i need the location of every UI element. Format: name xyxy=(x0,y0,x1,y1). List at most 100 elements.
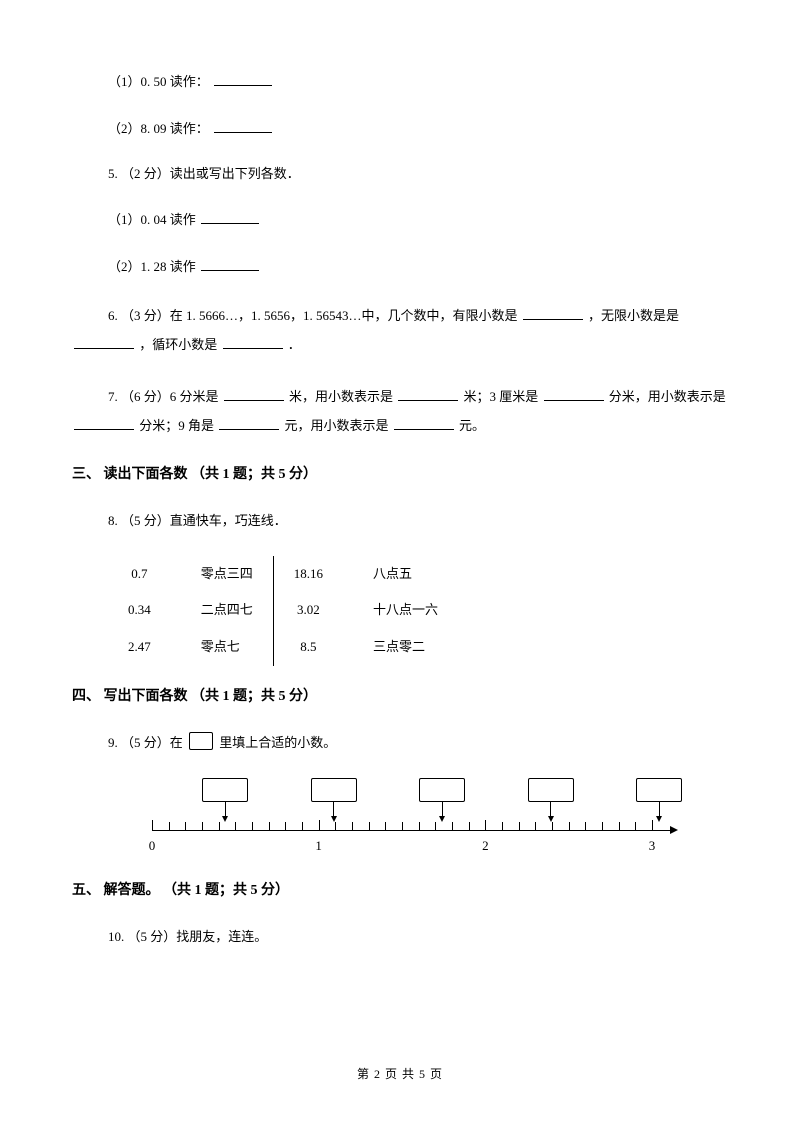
q10-stem: 10. （5 分）找朋友，连连。 xyxy=(108,927,728,948)
tick-minor xyxy=(469,822,470,830)
table-cell: 二点四七 xyxy=(181,592,274,629)
q6-a: 6. （3 分）在 1. 5666…，1. 5656，1. 56543…中，几个… xyxy=(108,308,518,323)
table-cell: 2.47 xyxy=(108,629,181,666)
nl-box[interactable] xyxy=(528,778,574,802)
tick-minor xyxy=(502,822,503,830)
q9-stem: 9. （5 分）在 里填上合适的小数。 xyxy=(108,732,728,754)
q5-2: （2）1. 28 读作 xyxy=(108,255,728,278)
section4-title: 四、 写出下面各数 （共 1 题；共 5 分） xyxy=(72,686,728,708)
q7-blank1[interactable] xyxy=(224,385,284,401)
tick-label: 1 xyxy=(315,836,322,857)
q4-2-blank[interactable] xyxy=(214,117,272,133)
q7-blank3[interactable] xyxy=(544,385,604,401)
box-group-2 xyxy=(311,778,357,822)
table-row: 2.47零点七8.5三点零二 xyxy=(108,629,458,666)
q5-stem: 5. （2 分）读出或写出下列各数． xyxy=(108,164,728,185)
table-row: 0.7零点三四18.16八点五 xyxy=(108,556,458,593)
inline-box-icon xyxy=(189,732,213,750)
table-cell: 三点零二 xyxy=(353,629,458,666)
tick-major xyxy=(485,820,486,830)
nl-box[interactable] xyxy=(202,778,248,802)
q6-blank1[interactable] xyxy=(523,304,583,320)
q7-blank4[interactable] xyxy=(74,414,134,430)
tick-major xyxy=(152,820,153,830)
match-table: 0.7零点三四18.16八点五0.34二点四七3.02十八点一六2.47零点七8… xyxy=(108,556,458,666)
q4-1-text: （1）0. 50 读作： xyxy=(108,74,209,89)
table-cell: 八点五 xyxy=(353,556,458,593)
tick-minor xyxy=(402,822,403,830)
tick-minor xyxy=(519,822,520,830)
box-group-3 xyxy=(419,778,465,822)
table-cell: 3.02 xyxy=(273,592,353,629)
q4-1: （1）0. 50 读作： xyxy=(108,70,728,93)
tick-minor xyxy=(285,822,286,830)
q7-e: 分米；9 角是 xyxy=(139,418,214,433)
tick-minor xyxy=(302,822,303,830)
q7-f: 元，用小数表示是 xyxy=(285,418,389,433)
q6-blank2[interactable] xyxy=(74,333,134,349)
nl-box[interactable] xyxy=(419,778,465,802)
table-row: 0.34二点四七3.02十八点一六 xyxy=(108,592,458,629)
tick-label: 0 xyxy=(149,836,156,857)
q7-blank2[interactable] xyxy=(398,385,458,401)
box-group-5 xyxy=(636,778,682,822)
tick-minor xyxy=(435,822,436,830)
boxes-row xyxy=(152,778,682,822)
table-cell: 0.34 xyxy=(108,592,181,629)
tick-minor xyxy=(352,822,353,830)
tick-minor xyxy=(219,822,220,830)
q5-2-text: （2）1. 28 读作 xyxy=(108,259,196,274)
table-cell: 18.16 xyxy=(273,556,353,593)
nl-box[interactable] xyxy=(311,778,357,802)
q7: 7. （6 分）6 分米是 米，用小数表示是 米；3 厘米是 分米，用小数表示是… xyxy=(72,383,728,440)
tick-minor xyxy=(252,822,253,830)
q7-d: 分米，用小数表示是 xyxy=(609,389,726,404)
q5-1-text: （1）0. 04 读作 xyxy=(108,212,196,227)
table-cell: 零点三四 xyxy=(181,556,274,593)
tick-minor xyxy=(452,822,453,830)
section3-title: 三、 读出下面各数 （共 1 题；共 5 分） xyxy=(72,464,728,486)
numberline: 0 1 2 3 xyxy=(152,820,682,860)
q7-g: 元。 xyxy=(459,418,485,433)
tick-minor xyxy=(602,822,603,830)
tick-minor xyxy=(335,822,336,830)
tick-minor xyxy=(552,822,553,830)
tick-minor xyxy=(619,822,620,830)
q6: 6. （3 分）在 1. 5666…，1. 5656，1. 56543…中，几个… xyxy=(72,302,728,359)
table-cell: 十八点一六 xyxy=(353,592,458,629)
q5-2-blank[interactable] xyxy=(201,255,259,271)
section5-title: 五、 解答题。 （共 1 题；共 5 分） xyxy=(72,880,728,902)
q4-1-blank[interactable] xyxy=(214,70,272,86)
numberline-container: 0 1 2 3 xyxy=(152,778,682,860)
tick-minor xyxy=(385,822,386,830)
tick-minor xyxy=(585,822,586,830)
page-footer: 第 2 页 共 5 页 xyxy=(0,1065,800,1084)
tick-major xyxy=(652,820,653,830)
tick-label: 3 xyxy=(649,836,656,857)
box-group-1 xyxy=(202,778,248,822)
q5-1: （1）0. 04 读作 xyxy=(108,208,728,231)
table-cell: 零点七 xyxy=(181,629,274,666)
tick-minor xyxy=(419,822,420,830)
tick-major xyxy=(319,820,320,830)
q6-b: ，无限小数是是 xyxy=(588,308,679,323)
q7-b: 米，用小数表示是 xyxy=(289,389,393,404)
tick-minor xyxy=(269,822,270,830)
table-cell: 8.5 xyxy=(273,629,353,666)
q4-2: （2）8. 09 读作： xyxy=(108,117,728,140)
tick-minor xyxy=(369,822,370,830)
table-cell: 0.7 xyxy=(108,556,181,593)
q9-b: 里填上合适的小数。 xyxy=(219,735,336,750)
q7-blank6[interactable] xyxy=(394,414,454,430)
tick-minor xyxy=(535,822,536,830)
tick-label: 2 xyxy=(482,836,489,857)
box-group-4 xyxy=(528,778,574,822)
q6-blank3[interactable] xyxy=(223,333,283,349)
q7-c: 米；3 厘米是 xyxy=(464,389,539,404)
q7-blank5[interactable] xyxy=(219,414,279,430)
q5-1-blank[interactable] xyxy=(201,208,259,224)
tick-minor xyxy=(169,822,170,830)
nl-box[interactable] xyxy=(636,778,682,802)
q4-2-text: （2）8. 09 读作： xyxy=(108,121,209,136)
q6-c: ，循环小数是 xyxy=(139,337,217,352)
